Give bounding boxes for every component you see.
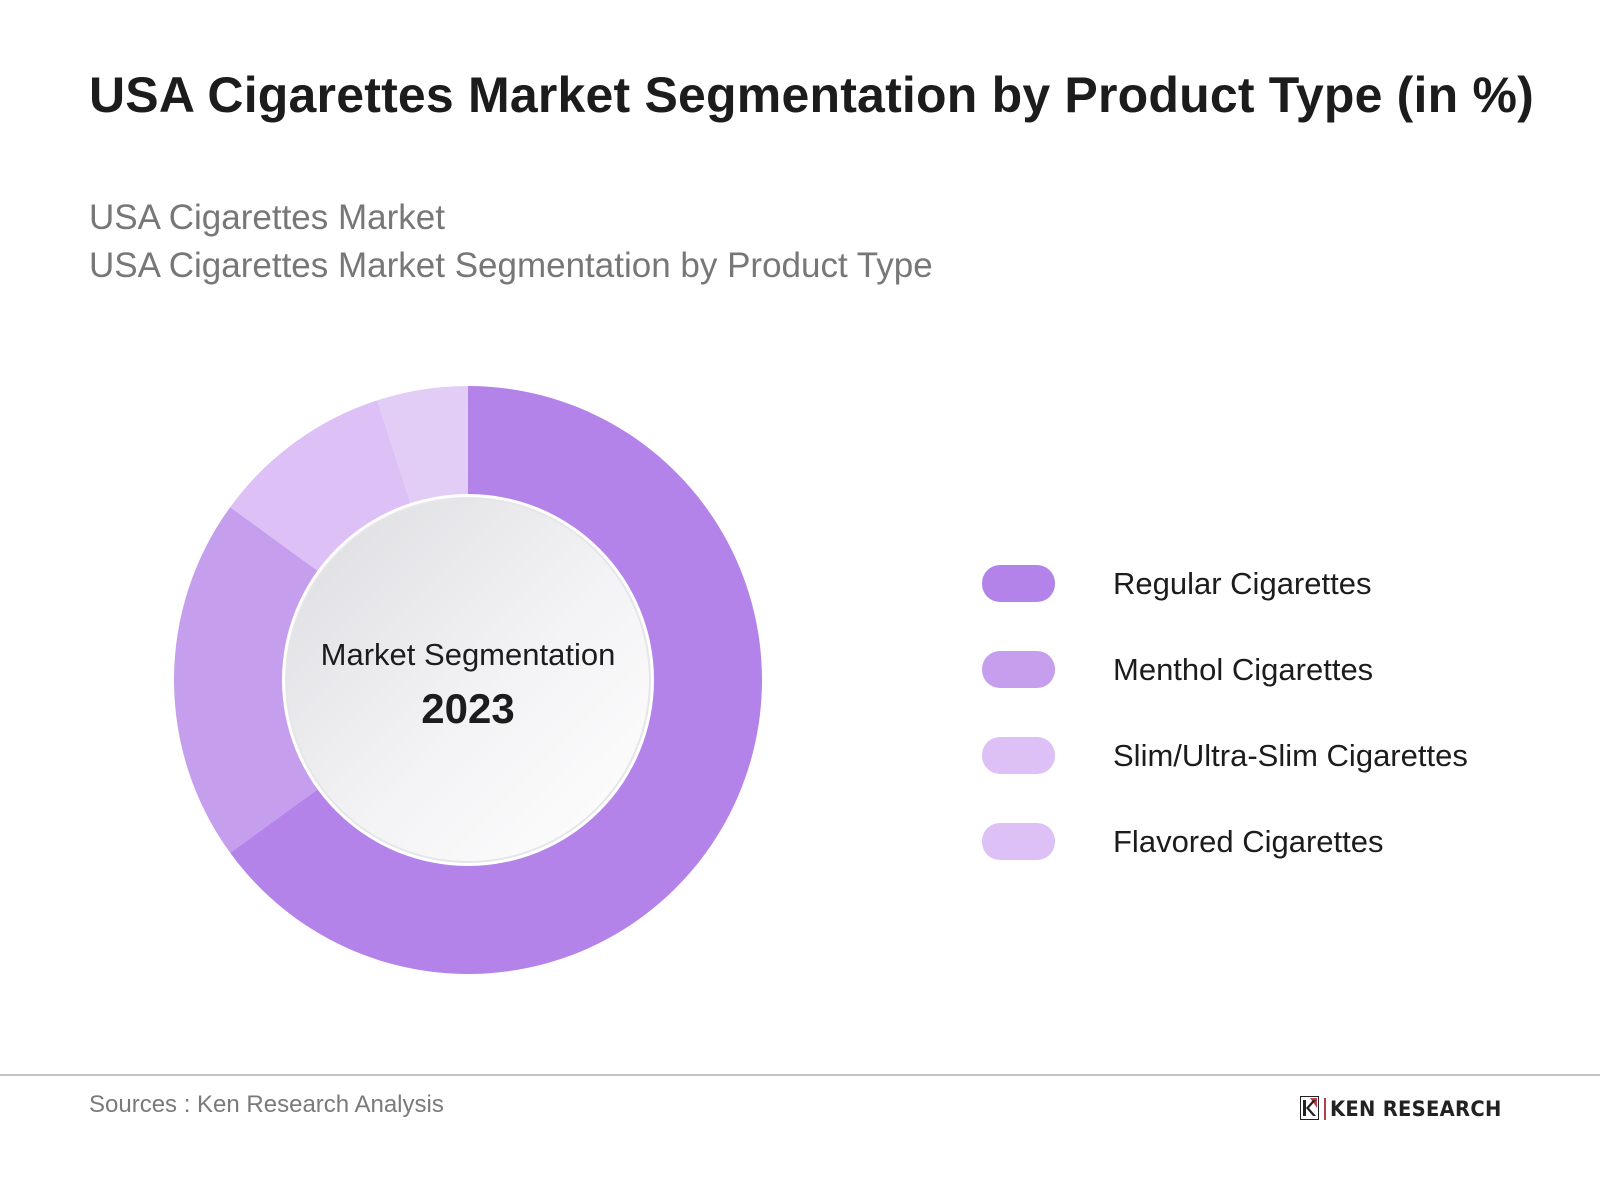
ken-research-logo-icon (1300, 1096, 1319, 1120)
legend-swatch-regular (982, 565, 1055, 602)
logo-separator (1324, 1098, 1326, 1120)
chart-subtitle-segmentation: USA Cigarettes Market Segmentation by Pr… (89, 246, 933, 285)
donut-slice-flavored-cigarettes (377, 386, 468, 509)
legend-item-flavored: Flavored Cigarettes (982, 821, 1542, 861)
donut-center-disc (285, 497, 651, 863)
donut-center-label: Market Segmentation (320, 637, 616, 672)
legend-label-slim: Slim/Ultra-Slim Cigarettes (1113, 738, 1468, 773)
legend-swatch-slim (982, 737, 1055, 774)
legend-label-menthol: Menthol Cigarettes (1113, 652, 1374, 687)
ken-research-logo-text: KEN RESEARCH (1330, 1097, 1502, 1121)
donut-slice-menthol-cigarettes (174, 507, 323, 853)
donut-center-year: 2023 (421, 685, 515, 732)
donut-chart: Market Segmentation 2023 (163, 375, 773, 985)
legend-label-flavored: Flavored Cigarettes (1113, 824, 1384, 859)
legend-swatch-menthol (982, 651, 1055, 688)
legend-swatch-flavored (982, 823, 1055, 860)
legend-item-menthol: Menthol Cigarettes (982, 649, 1542, 689)
legend-label-regular: Regular Cigarettes (1113, 566, 1372, 601)
legend-item-regular: Regular Cigarettes (982, 563, 1542, 603)
source-note: Sources : Ken Research Analysis (89, 1091, 444, 1118)
footer-divider (0, 1074, 1600, 1076)
legend-item-slim: Slim/Ultra-Slim Cigarettes (982, 735, 1542, 775)
donut-chart-svg (174, 386, 763, 974)
chart-subtitle-market: USA Cigarettes Market (89, 198, 445, 237)
chart-title: USA Cigarettes Market Segmentation by Pr… (89, 67, 1534, 123)
